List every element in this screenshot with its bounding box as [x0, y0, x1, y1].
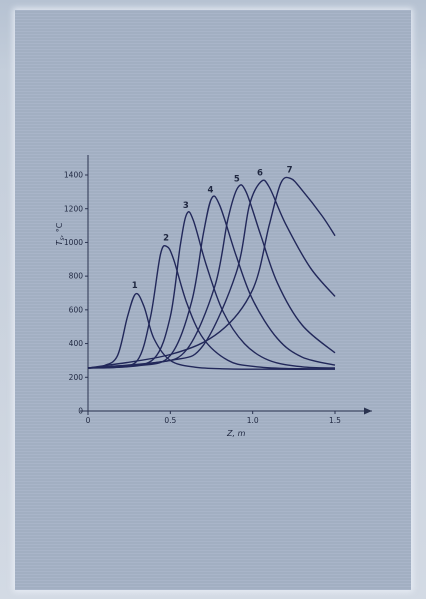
series-line-3 [87, 211, 336, 369]
y-tick-label: 400 [69, 339, 84, 348]
series-line-2 [87, 244, 336, 370]
series-label-6: 6 [257, 169, 263, 179]
y-tick-label: 0 [78, 407, 83, 416]
series-line-4 [87, 195, 336, 369]
y-tick-label: 200 [69, 373, 84, 382]
series-label-4: 4 [208, 186, 214, 196]
series-line-5 [87, 184, 336, 369]
labels: 1 2 3 4 5 6 7 [132, 165, 293, 290]
y-tick-label: 1400 [64, 171, 83, 180]
x-tick-label: 1.5 [329, 416, 341, 425]
series-line-6 [87, 179, 336, 369]
series-label-7: 7 [287, 165, 293, 175]
y-tick-label: 1200 [64, 204, 83, 213]
x-tick-label: 0 [86, 416, 91, 425]
series-label-3: 3 [183, 201, 189, 211]
series-label-2: 2 [163, 234, 169, 244]
y-tick-label: 1000 [64, 238, 83, 247]
y-axis-label: Ts, °C [55, 222, 66, 245]
y-tick-label: 800 [69, 272, 84, 281]
curves [87, 176, 336, 370]
y-tick-label: 600 [69, 305, 84, 314]
x-tick-label: 0.5 [164, 416, 176, 425]
figure-panel [15, 10, 411, 590]
series-label-5: 5 [234, 175, 240, 185]
series-label-1: 1 [132, 281, 138, 291]
axes: 0 200 400 600 800 1000 1200 1400 0 0.5 1.0 1.5 [64, 155, 372, 425]
x-axis-arrow [364, 407, 372, 415]
x-axis-label: Z, m [226, 429, 246, 438]
x-tick-label: 1.0 [247, 416, 259, 425]
series-line-7 [87, 176, 336, 369]
